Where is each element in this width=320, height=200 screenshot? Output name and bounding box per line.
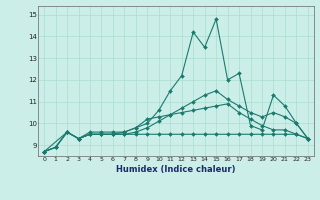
X-axis label: Humidex (Indice chaleur): Humidex (Indice chaleur) — [116, 165, 236, 174]
